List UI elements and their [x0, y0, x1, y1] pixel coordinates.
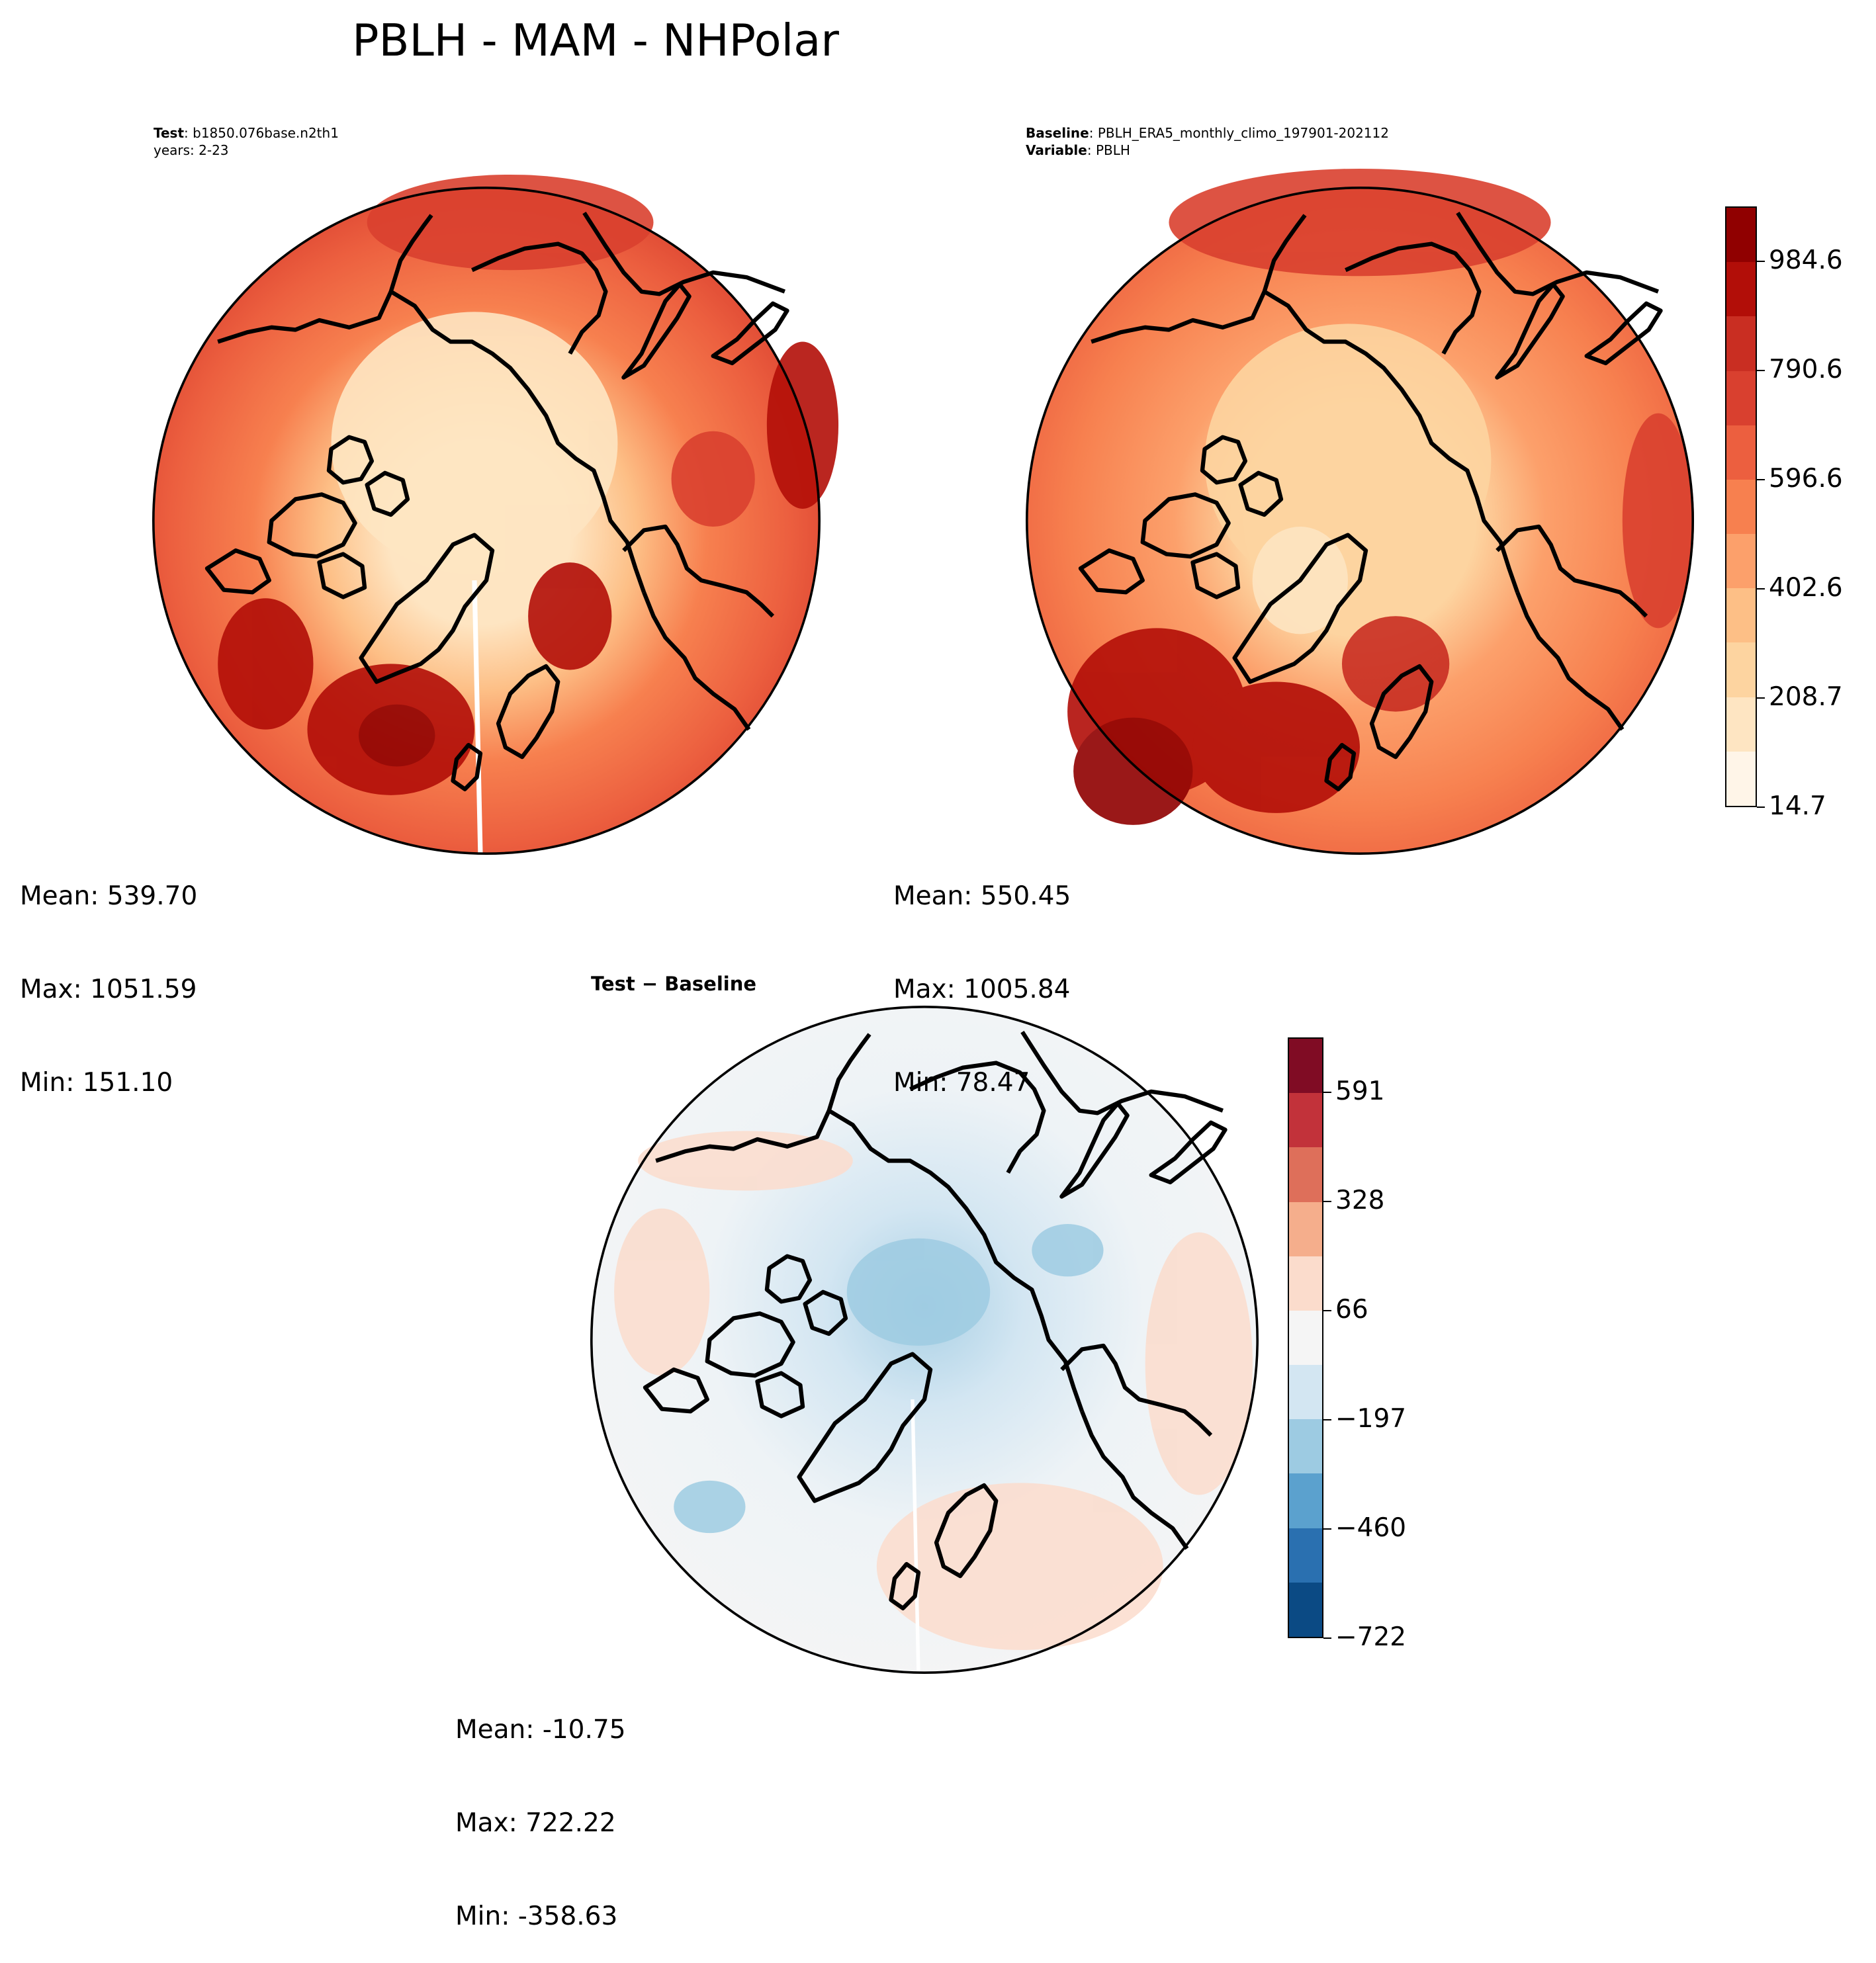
colorbar-block: [1726, 534, 1756, 589]
colorbar-block: [1726, 479, 1756, 535]
colorbar-tick-mark: [1323, 1418, 1331, 1420]
difference-map: [590, 1006, 1259, 1675]
baseline-case-name: PBLH_ERA5_monthly_climo_197901-202112: [1097, 125, 1389, 141]
difference-mean: Mean: -10.75: [455, 1715, 626, 1745]
baseline-stats: Mean: 550.45 Max: 1005.84 Min: 78.47: [893, 818, 1071, 1129]
colorbar-block: [1726, 316, 1756, 371]
baseline-header-label: Baseline: [1026, 125, 1089, 141]
colorbar-block: [1726, 751, 1756, 806]
colorbar-tick-label: −197: [1335, 1403, 1407, 1434]
test-header: Test: b1850.076base.n2th1 years: 2-23: [154, 125, 339, 158]
colorbar-tick-label: 66: [1335, 1294, 1368, 1325]
colorbar-tick-label: 790.6: [1769, 354, 1843, 384]
difference-colorbar: [1288, 1037, 1323, 1638]
colorbar-tick-mark: [1323, 1091, 1331, 1093]
colorbar-tick-label: 984.6: [1769, 245, 1843, 275]
test-stats: Mean: 539.70 Max: 1051.59 Min: 151.10: [20, 818, 197, 1129]
baseline-max: Max: 1005.84: [893, 975, 1071, 1004]
colorbar-tick-label: 14.7: [1769, 791, 1826, 821]
colorbar-block: [1726, 207, 1756, 263]
colorbar-block: [1726, 697, 1756, 752]
figure-title: PBLH - MAM - NHPolar: [352, 15, 839, 66]
colorbar-block: [1289, 1147, 1322, 1202]
colorbar-tick-mark: [1323, 1528, 1331, 1530]
test-min: Min: 151.10: [20, 1068, 173, 1098]
difference-title-b: Baseline: [664, 973, 757, 995]
colorbar-block: [1726, 588, 1756, 643]
difference-min: Min: -358.63: [455, 1901, 618, 1931]
difference-title-a: Test: [591, 973, 635, 995]
difference-max: Max: 722.22: [455, 1808, 616, 1838]
pblh-colorbar: [1725, 206, 1757, 807]
colorbar-tick-mark: [1757, 260, 1765, 262]
colorbar-block: [1726, 425, 1756, 480]
colorbar-tick-mark: [1757, 807, 1765, 808]
colorbar-tick-label: 328: [1335, 1185, 1385, 1215]
colorbar-block: [1289, 1038, 1322, 1094]
colorbar-block: [1289, 1582, 1322, 1637]
colorbar-tick-mark: [1323, 1637, 1331, 1639]
colorbar-tick-mark: [1757, 478, 1765, 480]
colorbar-tick-mark: [1323, 1200, 1331, 1202]
colorbar-tick-label: 596.6: [1769, 463, 1843, 494]
colorbar-block: [1289, 1419, 1322, 1474]
difference-stats: Mean: -10.75 Max: 722.22 Min: -358.63: [455, 1652, 626, 1963]
test-years: years: 2-23: [154, 142, 229, 158]
difference-title-op: −: [635, 973, 665, 995]
colorbar-block: [1289, 1256, 1322, 1311]
colorbar-block: [1289, 1310, 1322, 1366]
colorbar-tick-label: 591: [1335, 1076, 1385, 1106]
baseline-min: Min: 78.47: [893, 1068, 1030, 1098]
variable-name: PBLH: [1095, 142, 1130, 158]
variable-header-label: Variable: [1026, 142, 1087, 158]
test-max: Max: 1051.59: [20, 975, 197, 1004]
colorbar-tick-mark: [1323, 1309, 1331, 1311]
test-case-name: b1850.076base.n2th1: [193, 125, 339, 141]
test-header-label: Test: [154, 125, 185, 141]
test-map: [152, 174, 839, 855]
difference-colorbar-ticks: 591 328 66 −197 −460 −722: [1323, 1037, 1443, 1652]
colorbar-tick-label: −460: [1335, 1512, 1407, 1543]
baseline-mean: Mean: 550.45: [893, 881, 1071, 911]
colorbar-tick-label: 208.7: [1769, 681, 1843, 712]
colorbar-block: [1289, 1473, 1322, 1528]
baseline-header: Baseline: PBLH_ERA5_monthly_climo_197901…: [1026, 125, 1389, 158]
colorbar-block: [1289, 1528, 1322, 1583]
baseline-map: [1026, 168, 1694, 855]
colorbar-tick-mark: [1757, 697, 1765, 699]
test-mean: Mean: 539.70: [20, 881, 198, 911]
colorbar-tick-mark: [1757, 369, 1765, 371]
colorbar-tick-label: 402.6: [1769, 572, 1843, 603]
pblh-colorbar-ticks: 984.6 790.6 596.6 402.6 208.7 14.7: [1757, 206, 1876, 821]
colorbar-block: [1289, 1093, 1322, 1148]
colorbar-block: [1726, 371, 1756, 425]
colorbar-block: [1289, 1365, 1322, 1420]
colorbar-block: [1726, 262, 1756, 317]
colorbar-block: [1726, 642, 1756, 697]
colorbar-tick-mark: [1757, 588, 1765, 589]
colorbar-block: [1289, 1201, 1322, 1256]
colorbar-tick-label: −722: [1335, 1622, 1407, 1652]
difference-title: Test − Baseline: [591, 973, 756, 995]
